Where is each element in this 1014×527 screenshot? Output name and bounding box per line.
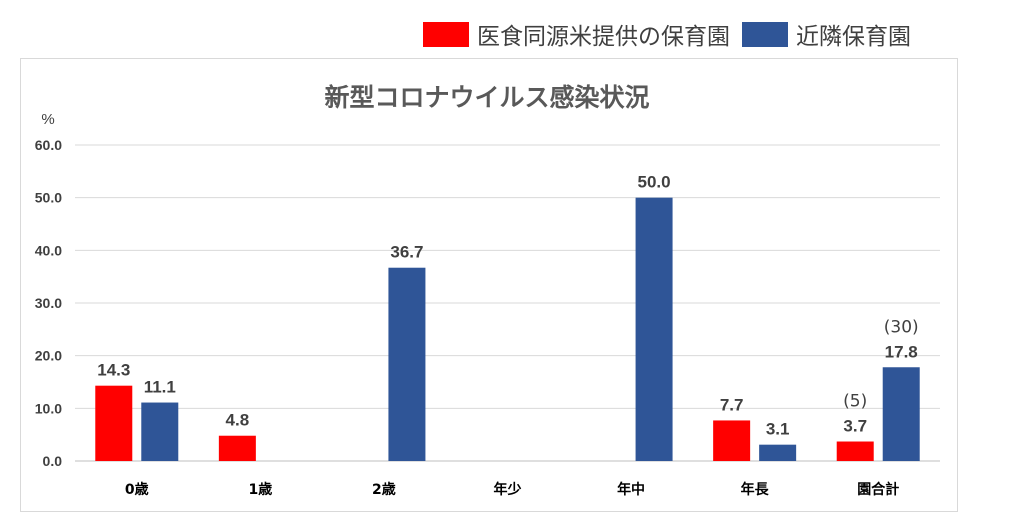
bar	[95, 385, 133, 461]
data-label: 17.8	[885, 342, 918, 361]
y-tick-label: 10.0	[35, 400, 62, 416]
chart-title: 新型コロナウイルス感染状況	[324, 83, 649, 112]
chart-area	[20, 58, 958, 512]
bar	[141, 402, 179, 461]
bar	[635, 197, 673, 461]
x-tick-label: 年中	[617, 481, 645, 498]
y-tick-label: 40.0	[35, 242, 62, 258]
annotation-label: (5)	[843, 392, 867, 412]
x-tick-label: 園合計	[857, 481, 899, 498]
bar	[388, 267, 426, 461]
annotation-label: (30)	[884, 317, 919, 337]
y-tick-label: 20.0	[35, 348, 62, 364]
legend-swatch-series-2	[742, 21, 788, 47]
bar	[713, 420, 751, 461]
x-tick-label: 0歳	[125, 481, 149, 498]
y-tick-label: 60.0	[35, 137, 62, 153]
legend-item-series-2: 近隣保育園	[742, 17, 911, 51]
data-label: 50.0	[638, 173, 671, 192]
x-tick-label: 年少	[494, 481, 522, 498]
x-tick-label: 年長	[741, 481, 770, 498]
chart-legend: 医食同源米提供の保育園 近隣保育園	[423, 17, 923, 51]
data-label: 14.3	[97, 361, 130, 380]
data-label: 36.7	[390, 243, 423, 262]
bar	[759, 444, 797, 461]
data-label: 4.8	[226, 411, 250, 430]
y-tick-label: 30.0	[35, 295, 62, 311]
bar	[882, 367, 920, 461]
data-label: 7.7	[720, 395, 744, 414]
bar	[836, 441, 874, 461]
y-tick-label: 0.0	[43, 453, 63, 469]
legend-swatch-series-1	[423, 21, 469, 47]
data-label: 3.1	[766, 420, 790, 439]
y-tick-label: 50.0	[35, 190, 62, 206]
bar	[218, 435, 256, 461]
data-label: 3.7	[843, 417, 867, 436]
y-axis-unit-label: %	[41, 111, 54, 128]
x-tick-label: 2歳	[372, 481, 396, 498]
legend-item-series-1: 医食同源米提供の保育園	[423, 17, 730, 51]
legend-label-series-2: 近隣保育園	[796, 24, 911, 50]
legend-label-series-1: 医食同源米提供の保育園	[477, 24, 730, 50]
x-tick-label: 1歳	[248, 481, 272, 498]
data-label: 11.1	[144, 378, 176, 397]
